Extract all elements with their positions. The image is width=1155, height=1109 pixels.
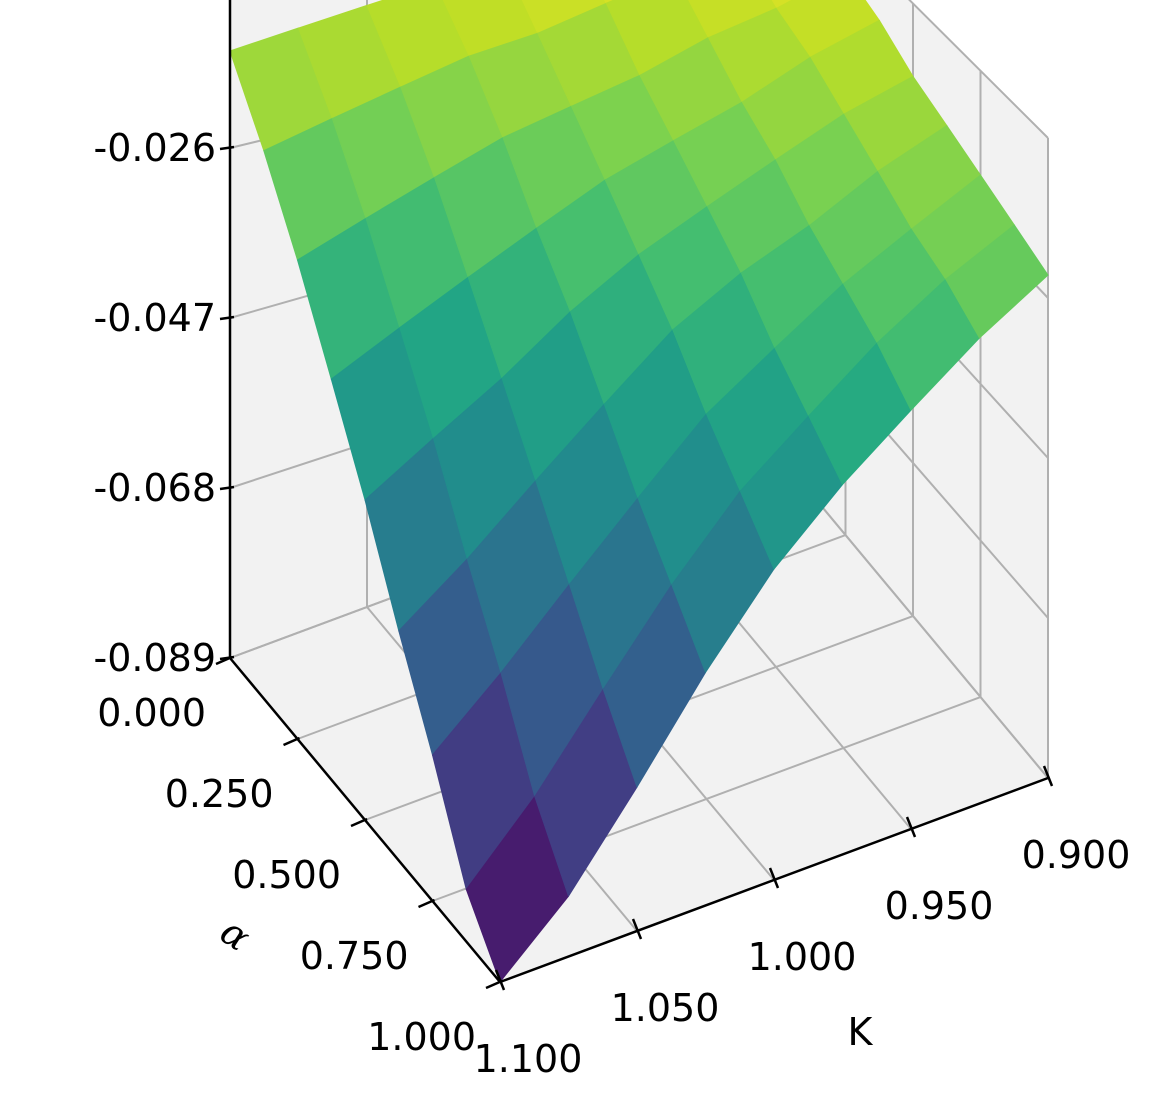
tick-labels: -0.089-0.068-0.047-0.026-0.0050.0000.250… (94, 126, 1131, 1081)
z-tick-label: -0.047 (94, 296, 217, 340)
z-tick-label: -0.026 (94, 126, 217, 170)
y-tick-label: 0.500 (232, 853, 341, 897)
x-axis-title: K (848, 1010, 874, 1054)
y-tick-mark (485, 979, 503, 990)
surface-patch (945, 224, 1049, 339)
y-tick-mark (282, 736, 301, 747)
z-tick-label: -0.068 (94, 466, 217, 510)
x-tick-label: 0.900 (1022, 833, 1131, 877)
z-tick-mark (219, 485, 235, 491)
x-tick-mark (1042, 765, 1054, 787)
surface-plot (229, 0, 1049, 984)
x-tick-mark (768, 867, 780, 889)
z-tick-label: -0.089 (94, 636, 217, 680)
x-tick-label: 1.100 (474, 1037, 583, 1081)
tick-marks (215, 145, 1054, 991)
x-tick-label: 1.050 (611, 986, 720, 1030)
y-tick-mark (215, 655, 233, 666)
x-tick-mark (631, 918, 643, 940)
x-tick-label: 0.950 (885, 884, 994, 928)
x-tick-label: 1.000 (748, 935, 857, 979)
y-tick-label: 0.750 (300, 934, 409, 978)
x-tick-mark (494, 969, 506, 991)
y-tick-label: 0.250 (165, 772, 274, 816)
z-tick-mark (219, 315, 235, 321)
grid-line-z (908, 0, 1049, 139)
y-tick-label: 1.000 (367, 1015, 476, 1059)
x-tick-mark (905, 816, 917, 838)
y-tick-mark (417, 898, 436, 909)
y-tick-label: 0.000 (97, 691, 206, 735)
y-tick-mark (350, 817, 368, 828)
z-tick-mark (219, 145, 235, 151)
y-axis-title: α (212, 909, 258, 960)
